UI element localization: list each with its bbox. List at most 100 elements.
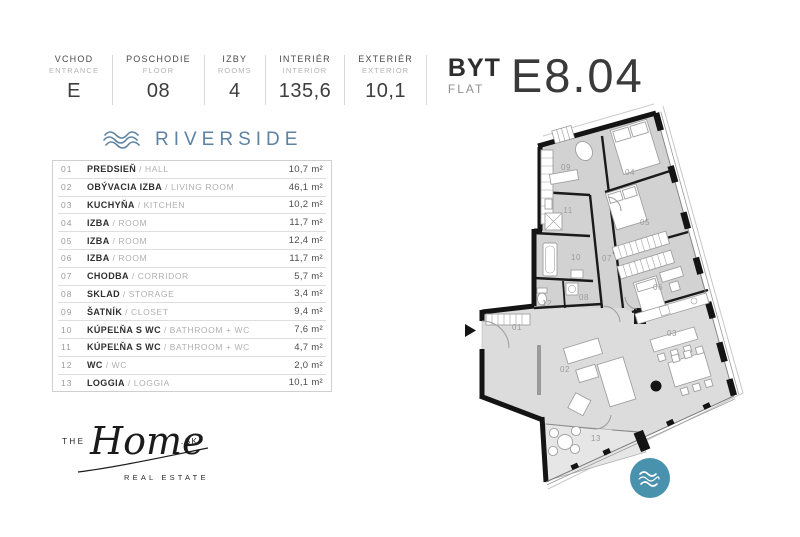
bed-05 bbox=[604, 183, 648, 231]
plan-room-label: 06 bbox=[653, 283, 663, 292]
entrance-arrow-icon bbox=[465, 324, 476, 337]
spec-value: 135,6 bbox=[278, 80, 332, 102]
armchair bbox=[575, 140, 593, 162]
spec-label-en: EXTERIOR bbox=[362, 66, 410, 75]
room-name-en: BATHROOM + WC bbox=[169, 324, 250, 335]
wall-niche bbox=[551, 124, 576, 144]
room-number: 03 bbox=[61, 199, 73, 210]
table-row: 13 LOGGIA / LOGGIA 10,1 m² bbox=[58, 375, 326, 392]
logo-the: THE bbox=[62, 437, 86, 446]
floor-plan: 01 02 03 04 05 06 07 08 09 10 11 12 13 bbox=[465, 103, 744, 498]
loggia-chair bbox=[569, 443, 581, 455]
room-area: 9,4 m² bbox=[294, 306, 323, 318]
divider bbox=[203, 55, 205, 105]
wardrobe bbox=[611, 230, 671, 261]
room-name-sk: WC bbox=[87, 360, 103, 371]
divider bbox=[425, 55, 427, 105]
room-name-en: ROOM bbox=[118, 253, 148, 264]
room-number: 06 bbox=[61, 253, 73, 264]
separator: / bbox=[112, 217, 116, 228]
table-row: 06 IZBA / ROOM 11,7 m² bbox=[58, 250, 326, 268]
spec-value: 4 bbox=[228, 80, 241, 102]
room-name: SKLAD / STORAGE bbox=[87, 289, 294, 299]
room-name-en: HALL bbox=[145, 164, 169, 175]
room-name-sk: KÚPEĽŇA S WC bbox=[87, 342, 161, 353]
room-name-sk: CHODBA bbox=[87, 271, 129, 282]
table-row: 11 KÚPEĽŇA S WC / BATHROOM + WC 4,7 m² bbox=[58, 339, 326, 357]
spec-label-sk: INTERIÉR bbox=[279, 54, 331, 64]
separator: / bbox=[125, 306, 129, 317]
room-name: IZBA / ROOM bbox=[87, 236, 289, 246]
table-row: 08 SKLAD / STORAGE 3,4 m² bbox=[58, 286, 326, 304]
room-name-en: LIVING ROOM bbox=[170, 182, 235, 193]
room-name: KÚPEĽŇA S WC / BATHROOM + WC bbox=[87, 325, 294, 335]
plan-room-label: 01 bbox=[512, 323, 522, 332]
shelf bbox=[548, 169, 580, 185]
room-name-sk: IZBA bbox=[87, 235, 110, 246]
spec-label-sk: EXTERIÉR bbox=[358, 54, 413, 64]
separator: / bbox=[112, 235, 116, 246]
room-area: 4,7 m² bbox=[294, 341, 323, 353]
room-area: 7,6 m² bbox=[294, 324, 323, 336]
flat-word: BYT FLAT bbox=[447, 54, 501, 97]
room-area: 12,4 m² bbox=[288, 235, 323, 247]
coffee-table bbox=[575, 363, 600, 384]
kitchen-island bbox=[649, 326, 699, 353]
flat-title: BYT bbox=[447, 54, 501, 82]
room-name-sk: KÚPEĽŇA S WC bbox=[87, 324, 161, 335]
room-area: 10,2 m² bbox=[288, 199, 323, 211]
room-area: 46,1 m² bbox=[288, 181, 323, 193]
logo-sk: .SK bbox=[181, 437, 198, 446]
plan-room-label: 03 bbox=[667, 329, 677, 338]
room-name: KUCHYŇA / KITCHEN bbox=[87, 200, 289, 210]
spec-rooms: IZBY ROOMS 4 bbox=[214, 54, 256, 106]
plan-room-label: 04 bbox=[625, 168, 635, 177]
room-name: KÚPEĽŇA S WC / BATHROOM + WC bbox=[87, 342, 294, 352]
wardrobe bbox=[616, 249, 676, 280]
loggia-wall-chunk bbox=[633, 429, 651, 453]
spec-value: 10,1 bbox=[365, 80, 407, 102]
plan-room-label: 10 bbox=[571, 253, 581, 262]
spec-entrance: VCHOD ENTRANCE E bbox=[45, 54, 103, 106]
spec-exterior: EXTERIÉR EXTERIOR 10,1 bbox=[354, 54, 417, 106]
separator: / bbox=[127, 377, 131, 388]
flat-number: E8.04 bbox=[510, 49, 644, 102]
room-number: 05 bbox=[61, 235, 73, 246]
room-number: 09 bbox=[61, 306, 73, 317]
plan-room-label: 13 bbox=[591, 434, 601, 443]
room-name-sk: LOGGIA bbox=[87, 377, 125, 388]
room-number: 07 bbox=[61, 271, 73, 282]
table-row: 12 WC / WC 2,0 m² bbox=[58, 357, 326, 375]
separator: / bbox=[163, 324, 167, 335]
room-name-en: LOGGIA bbox=[133, 377, 170, 388]
separator: / bbox=[131, 271, 135, 282]
kitchen-counter bbox=[634, 292, 710, 325]
room-number: 02 bbox=[61, 182, 73, 193]
table-row: 04 IZBA / ROOM 11,7 m² bbox=[58, 214, 326, 233]
room-area: 10,1 m² bbox=[288, 377, 323, 389]
room-name-en: BATHROOM + WC bbox=[169, 342, 250, 353]
room-name: WC / WC bbox=[87, 360, 294, 370]
room-name-en: CLOSET bbox=[131, 306, 169, 317]
brand-name: RIVERSIDE bbox=[155, 129, 303, 150]
bed-04 bbox=[609, 118, 661, 175]
header-specs: VCHOD ENTRANCE E POSCHODIE FLOOR 08 IZBY… bbox=[45, 49, 644, 106]
room-name-sk: IZBA bbox=[87, 217, 110, 228]
loggia-chair bbox=[548, 427, 560, 439]
spec-label-en: ENTRANCE bbox=[49, 66, 100, 75]
room-area: 11,7 m² bbox=[289, 252, 323, 264]
spec-label-en: FLOOR bbox=[142, 66, 175, 75]
room-number: 01 bbox=[61, 164, 73, 175]
separator: / bbox=[139, 164, 143, 175]
spec-value: E bbox=[67, 80, 81, 102]
room-number: 08 bbox=[61, 288, 73, 299]
room-name-en: ROOM bbox=[118, 217, 148, 228]
room-number: 04 bbox=[61, 217, 73, 228]
room-name-en: CORRIDOR bbox=[137, 271, 189, 282]
spec-value: 08 bbox=[146, 80, 171, 102]
logo-swoosh bbox=[77, 447, 209, 473]
room-area: 2,0 m² bbox=[294, 359, 323, 371]
separator: / bbox=[105, 360, 109, 371]
flat-id-block: BYT FLAT E8.04 bbox=[447, 49, 644, 106]
sink bbox=[544, 198, 553, 210]
